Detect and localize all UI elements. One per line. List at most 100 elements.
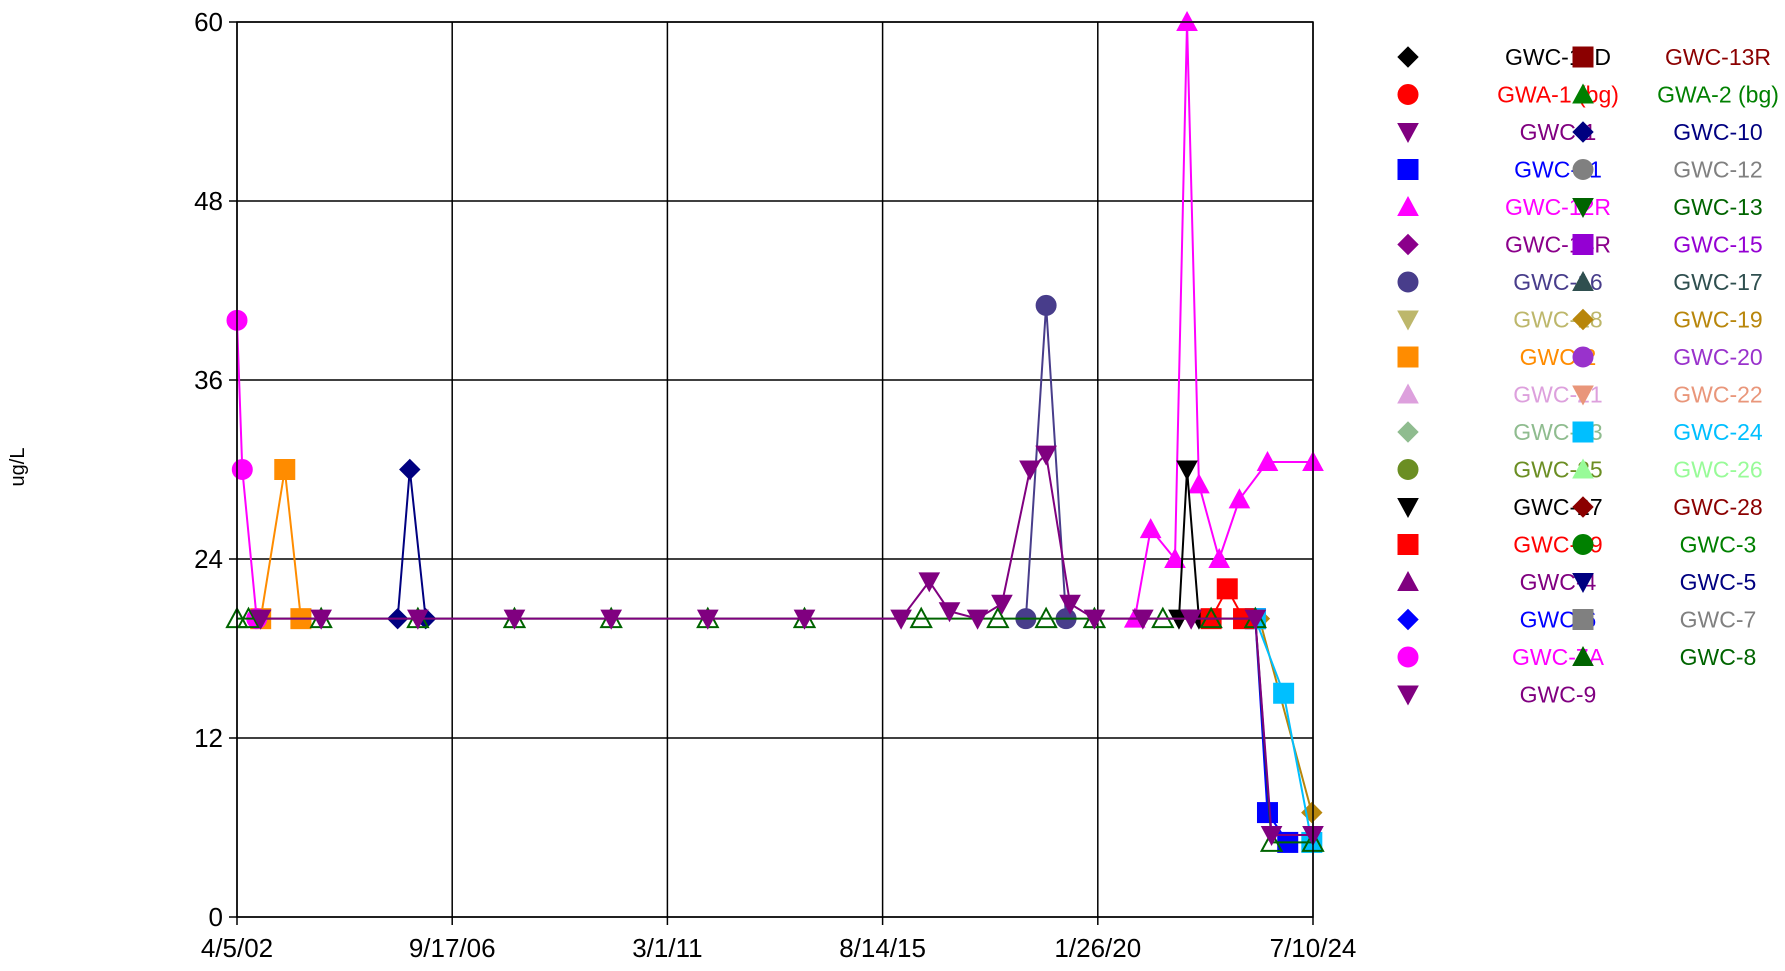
legend-entry: GWC-27 [1397, 494, 1603, 520]
series-gwc-10 [386, 458, 437, 630]
series-layer [225, 10, 1325, 853]
grid [236, 21, 1314, 918]
data-point [274, 459, 296, 480]
data-point [1164, 547, 1186, 568]
legend-marker [1572, 421, 1594, 443]
legend-label: GWC-17 [1673, 269, 1762, 295]
data-point [1259, 830, 1284, 852]
legend-entry: GWA-1 (bg) [1397, 82, 1619, 108]
legend-marker [1397, 123, 1419, 144]
legend-entry: GWA-2 (bg) [1572, 82, 1779, 108]
legend-entry: GWC-2 [1397, 344, 1596, 370]
legend-entry: GWC-15 [1572, 232, 1763, 258]
series-gwc-29 [1200, 578, 1255, 630]
data-point [399, 458, 421, 481]
legend-marker [1397, 570, 1419, 591]
legend-marker [1397, 346, 1419, 368]
data-point [1256, 802, 1278, 824]
legend-entry: GWC-3 [1572, 532, 1756, 558]
y-tick-label: 60 [194, 7, 223, 37]
legend-entry: GWC-9 [1397, 682, 1596, 708]
plot-area [236, 21, 1314, 918]
data-point [1176, 460, 1198, 481]
legend-marker [1572, 496, 1594, 518]
legend-entry: GWC-11 [1397, 157, 1602, 183]
series-gwc-19 [1248, 607, 1323, 824]
data-point [991, 594, 1013, 615]
legend-marker [1572, 83, 1594, 104]
series-gwc-8 [225, 606, 1325, 852]
y-tick-label: 0 [209, 902, 223, 932]
series-gwc-9 [249, 445, 1324, 847]
data-point [696, 609, 719, 630]
legend-marker [1572, 534, 1594, 555]
legend-marker [1572, 458, 1594, 479]
legend-label: GWC-12R [1505, 194, 1611, 220]
legend-label: GWC-22 [1673, 382, 1762, 408]
legend-marker [1397, 685, 1419, 706]
series-line [259, 469, 302, 619]
legend-label: GWC-8 [1680, 644, 1757, 670]
data-point [1260, 825, 1283, 847]
legend-entry: GWC-4 [1397, 569, 1597, 595]
legend-entry: GWC-28 [1572, 494, 1763, 520]
legend-marker [1572, 159, 1594, 180]
legend-entry: GWC-24 [1572, 419, 1763, 445]
legend-marker [1397, 421, 1419, 443]
data-point [938, 602, 961, 623]
series-line [396, 469, 427, 619]
series-gwc-12r [1123, 10, 1324, 628]
series-gwc-2 [250, 459, 312, 630]
legend-marker [1397, 84, 1419, 105]
legend-entry: GWC-18 [1397, 307, 1603, 333]
x-tick-label: 9/17/06 [409, 933, 496, 963]
legend-label: GWC-24 [1673, 419, 1763, 445]
legend-label: GWC-7A [1512, 644, 1605, 670]
legend-marker [1397, 46, 1419, 68]
legend-label: GWC-16 [1513, 269, 1602, 295]
x-tick-label: 3/1/11 [632, 933, 702, 963]
data-point [1035, 294, 1057, 316]
legend-label: GWA-2 (bg) [1657, 82, 1779, 108]
legend-marker [1572, 121, 1594, 143]
legend-entry: GWC-29 [1397, 532, 1603, 558]
legend-marker [1397, 310, 1419, 331]
data-point [231, 459, 253, 480]
y-tick-label: 36 [194, 365, 223, 395]
legend-entry: GWC-1 [1397, 119, 1596, 145]
legend-entry: GWC-22 [1572, 382, 1763, 408]
y-axis-label: ug/L [7, 448, 29, 487]
legend-entry: GWC-5 [1572, 569, 1757, 595]
legend-marker [1397, 459, 1419, 480]
data-point [918, 572, 941, 593]
y-tick-label: 24 [194, 544, 223, 574]
data-point [909, 606, 933, 629]
legend-marker [1572, 573, 1594, 594]
legend-entry: GWC-6 [1397, 607, 1596, 633]
data-point [1244, 609, 1267, 630]
legend-marker [1572, 308, 1594, 331]
data-point [966, 609, 989, 630]
legend-entry: GWC-26 [1572, 457, 1763, 483]
data-point [503, 609, 526, 630]
legend-label: GWC-25 [1513, 457, 1602, 483]
legend-label: GWC-26 [1673, 457, 1762, 483]
legend-marker [1572, 270, 1594, 291]
legend-marker [1397, 383, 1419, 404]
data-point [1019, 460, 1041, 481]
data-point [1083, 609, 1106, 630]
data-point [1208, 547, 1231, 568]
series-gwc-16 [1015, 294, 1077, 630]
legend-entry: GWC-10 [1572, 119, 1763, 145]
axes: 0 12 24 36 48 60 4/5/02 9/17/06 3/1/11 8/14/15 1/2… [194, 7, 1356, 963]
legend-entry: GWC-12 [1572, 157, 1763, 183]
legend: GWC-10D GWC-13R GWA-1 (bg) GWA-2 (bg) GWC-1 G… [1397, 44, 1779, 708]
legend-label: GWC-19 [1673, 307, 1762, 333]
data-point [1139, 518, 1162, 539]
legend-entry: GWC-16 [1397, 269, 1603, 295]
legend-marker [1397, 608, 1419, 631]
legend-marker [1397, 646, 1419, 668]
legend-label: GWC-10 [1673, 119, 1762, 145]
legend-label: GWC-5 [1680, 569, 1757, 595]
